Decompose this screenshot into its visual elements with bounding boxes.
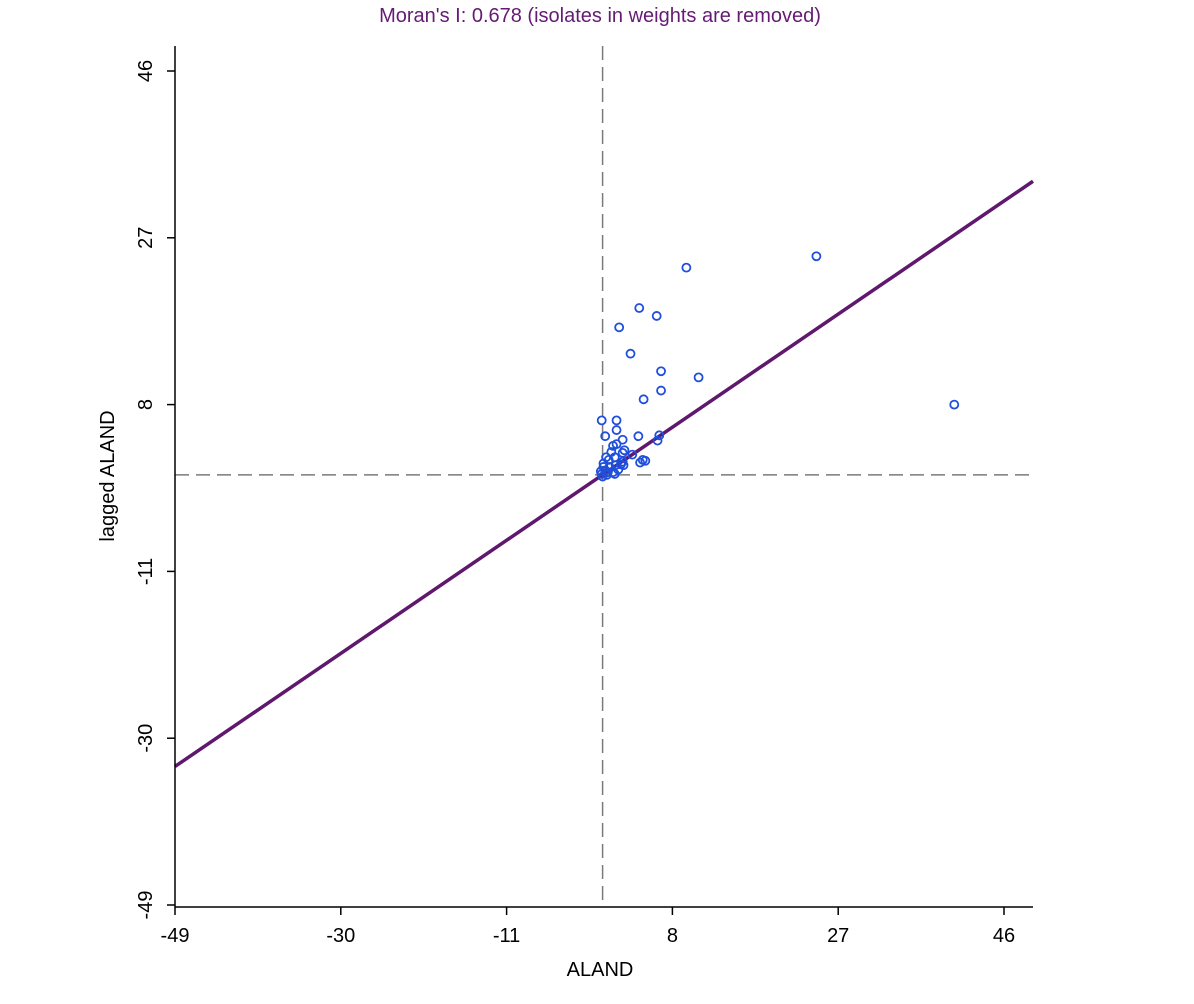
data-point — [651, 311, 662, 321]
data-point — [611, 415, 622, 426]
data-points — [595, 251, 960, 482]
y-tick-label: -49 — [135, 891, 157, 920]
x-tick-label: 46 — [993, 925, 1015, 947]
data-point — [693, 372, 704, 383]
y-axis-label: lagged ALAND — [97, 410, 119, 541]
data-point — [634, 303, 645, 313]
y-tick-label: 46 — [135, 60, 157, 82]
data-point — [596, 415, 607, 426]
data-point — [633, 431, 644, 442]
data-point — [611, 425, 622, 435]
data-point — [635, 457, 646, 468]
data-point — [654, 430, 665, 441]
x-tick-label: -49 — [161, 925, 190, 947]
data-point — [811, 251, 822, 262]
axes: -49 -30 -11 8 27 46 -49 -30 -11 8 27 46 — [135, 46, 1033, 947]
y-tick-label: 8 — [135, 399, 157, 410]
data-point — [604, 462, 615, 472]
x-tick-label: -30 — [326, 925, 355, 947]
data-point — [614, 322, 625, 333]
data-point — [616, 459, 626, 470]
data-point — [638, 394, 649, 405]
data-point — [596, 469, 607, 479]
x-tick-label: 8 — [667, 925, 678, 947]
data-point — [681, 262, 692, 273]
data-point — [949, 399, 960, 410]
data-point — [640, 455, 651, 466]
data-point — [625, 348, 636, 359]
x-axis-label: ALAND — [567, 959, 634, 981]
y-tick-label: 27 — [135, 227, 157, 249]
data-point — [627, 449, 638, 460]
data-point — [652, 435, 663, 446]
data-point — [609, 469, 620, 479]
y-tick-label: -30 — [135, 724, 157, 753]
data-point — [656, 385, 666, 396]
x-tick-label: 27 — [827, 925, 849, 947]
data-point — [656, 366, 666, 377]
x-tick-label: -11 — [493, 925, 520, 947]
data-point — [600, 431, 611, 442]
chart-title: Moran's I: 0.678 (isolates in weights ar… — [379, 5, 821, 27]
data-point — [608, 440, 618, 451]
y-tick-label: -11 — [135, 558, 157, 585]
